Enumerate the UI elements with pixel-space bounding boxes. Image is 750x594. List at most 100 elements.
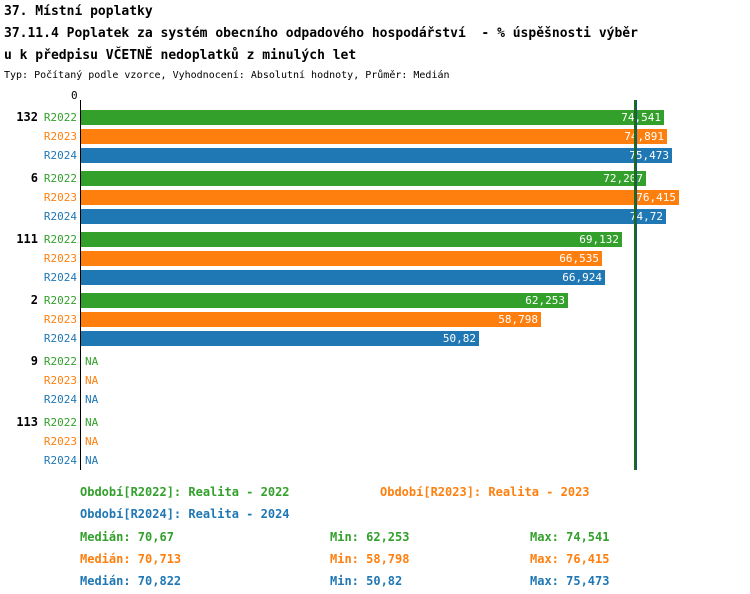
bar-row: R2024 NA (0, 390, 750, 409)
group-label: 132 (16, 110, 38, 124)
bar-value-label: 66,924 (562, 271, 602, 284)
legend-entry-r2022: Období[R2022]: Realita - 2022 (80, 485, 290, 499)
stat-median-r2024: Medián: 70,822 (80, 574, 182, 588)
series-label: R2023 (43, 130, 77, 143)
bar-row: R2023 76,415 (0, 188, 750, 207)
series-label: R2024 (43, 454, 77, 467)
bar-value-label: 74,891 (624, 130, 664, 143)
bar-row: R2024 50,82 (0, 329, 750, 348)
bar-row: R2023 NA (0, 432, 750, 451)
x-axis-zero-label: 0 (71, 89, 78, 102)
bar-row: R2024 75,473 (0, 146, 750, 165)
bar-group-6: 6 R2022 72,207 R2023 76,415 R2024 74,72 (0, 169, 750, 226)
bar-group-111: 111 R2022 69,132 R2023 66,535 R2024 66,924 (0, 230, 750, 287)
bar-group-132: 132 R2022 74,541 R2023 74,891 R2024 75,473 (0, 108, 750, 165)
bar-value-label: 69,132 (579, 233, 619, 246)
horizontal-bar-chart: 0 132 R2022 74,541 R2023 74,891 R2024 75,473 6 R… (0, 89, 750, 474)
stat-min-r2024: Min: 50,82 (330, 574, 403, 588)
bar-row: R2023 74,891 (0, 127, 750, 146)
na-value-label: NA (85, 393, 99, 406)
indicator-title-line-2: u k předpisu VČETNĚ nedoplatků z minulýc… (4, 48, 357, 63)
stat-max-r2023: Max: 76,415 (530, 552, 610, 566)
stat-median-r2022: Medián: 70,67 (80, 530, 174, 544)
stat-max-r2024: Max: 75,473 (530, 574, 610, 588)
series-label: R2023 (43, 252, 77, 265)
series-label: R2023 (43, 191, 77, 204)
series-label: R2024 (43, 149, 77, 162)
legend-entry-r2024: Období[R2024]: Realita - 2024 (80, 507, 290, 521)
value-bar: 66,535 (81, 251, 602, 266)
group-label: 6 (30, 171, 38, 185)
bar-value-label: 74,72 (629, 210, 663, 223)
stat-max-r2022: Max: 74,541 (530, 530, 610, 544)
bar-row: 113 R2022 NA (0, 413, 750, 432)
na-value-label: NA (85, 435, 99, 448)
series-label: R2024 (43, 210, 77, 223)
report-section-title: 37. Místní poplatky (4, 4, 153, 19)
series-label: R2023 (43, 435, 77, 448)
series-label: R2022 (43, 416, 77, 429)
series-label: R2022 (43, 233, 77, 246)
group-label: 113 (16, 415, 38, 429)
bar-row: 111 R2022 69,132 (0, 230, 750, 249)
bar-groups-container: 132 R2022 74,541 R2023 74,891 R2024 75,473 6 R20… (0, 108, 750, 474)
bar-row: R2024 66,924 (0, 268, 750, 287)
median-line-r2024 (635, 100, 637, 470)
value-bar: 74,541 (81, 110, 664, 125)
series-label: R2022 (43, 172, 77, 185)
bar-row: 2 R2022 62,253 (0, 291, 750, 310)
na-value-label: NA (85, 416, 99, 429)
series-label: R2022 (43, 355, 77, 368)
stat-min-r2023: Min: 58,798 (330, 552, 410, 566)
series-label: R2023 (43, 374, 77, 387)
group-label: 2 (30, 293, 38, 307)
median-line-r2022 (634, 100, 636, 470)
bar-row: R2023 58,798 (0, 310, 750, 329)
value-bar: 74,891 (81, 129, 667, 144)
value-bar: 76,415 (81, 190, 679, 205)
value-bar: 74,72 (81, 209, 666, 224)
bar-row: 9 R2022 NA (0, 352, 750, 371)
bar-group-113: 113 R2022 NA R2023 NA R2024 NA (0, 413, 750, 470)
series-label: R2022 (43, 294, 77, 307)
bar-row: 6 R2022 72,207 (0, 169, 750, 188)
bar-row: 132 R2022 74,541 (0, 108, 750, 127)
bar-value-label: 62,253 (525, 294, 565, 307)
y-axis-line (80, 100, 81, 470)
value-bar: 75,473 (81, 148, 672, 163)
indicator-title-line-1: 37.11.4 Poplatek za systém obecního odpa… (4, 26, 638, 41)
series-label: R2022 (43, 111, 77, 124)
na-value-label: NA (85, 454, 99, 467)
value-bar: 62,253 (81, 293, 568, 308)
series-label: R2023 (43, 313, 77, 326)
value-bar: 58,798 (81, 312, 541, 327)
group-label: 111 (16, 232, 38, 246)
stat-median-r2023: Medián: 70,713 (80, 552, 182, 566)
na-value-label: NA (85, 374, 99, 387)
chart-meta-info: Typ: Počítaný podle vzorce, Vyhodnocení:… (4, 70, 450, 81)
bar-row: R2023 66,535 (0, 249, 750, 268)
series-label: R2024 (43, 393, 77, 406)
series-label: R2024 (43, 271, 77, 284)
value-bar: 66,924 (81, 270, 605, 285)
bar-row: R2023 NA (0, 371, 750, 390)
bar-value-label: 72,207 (603, 172, 643, 185)
stat-min-r2022: Min: 62,253 (330, 530, 410, 544)
legend-entry-r2023: Období[R2023]: Realita - 2023 (380, 485, 590, 499)
bar-value-label: 58,798 (498, 313, 538, 326)
bar-row: R2024 NA (0, 451, 750, 470)
group-label: 9 (30, 354, 38, 368)
bar-row: R2024 74,72 (0, 207, 750, 226)
bar-value-label: 76,415 (636, 191, 676, 204)
bar-value-label: 75,473 (629, 149, 669, 162)
series-label: R2024 (43, 332, 77, 345)
bar-group-2: 2 R2022 62,253 R2023 58,798 R2024 50,82 (0, 291, 750, 348)
bar-value-label: 66,535 (559, 252, 599, 265)
value-bar: 72,207 (81, 171, 646, 186)
na-value-label: NA (85, 355, 99, 368)
bar-value-label: 50,82 (442, 332, 476, 345)
value-bar: 50,82 (81, 331, 479, 346)
bar-value-label: 74,541 (621, 111, 661, 124)
value-bar: 69,132 (81, 232, 622, 247)
